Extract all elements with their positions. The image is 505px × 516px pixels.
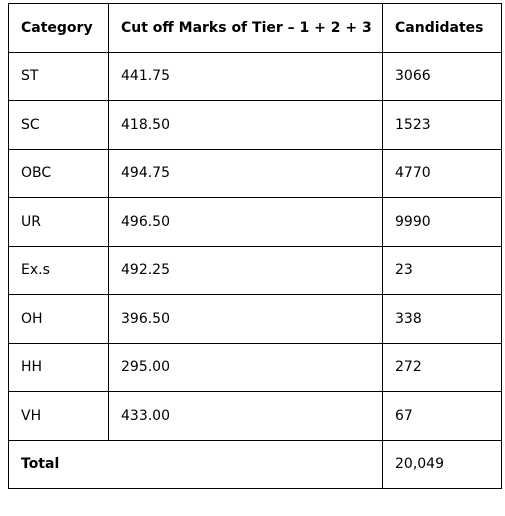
marks-cell: 396.50 [108,294,383,344]
total-label: Total [8,439,383,489]
table-row: HH 295.00 272 [8,342,502,392]
candidates-cell: 4770 [382,148,502,198]
category-cell: SC [8,100,109,150]
cutoff-table: Category Cut off Marks of Tier – 1 + 2 +… [8,3,502,489]
table-row: OH 396.50 338 [8,294,502,344]
candidates-cell: 1523 [382,100,502,150]
header-category: Category [8,3,109,53]
marks-cell: 496.50 [108,197,383,247]
category-cell: UR [8,197,109,247]
category-cell: HH [8,342,109,392]
marks-cell: 492.25 [108,245,383,295]
candidates-cell: 9990 [382,197,502,247]
marks-cell: 433.00 [108,391,383,441]
table-header-row: Category Cut off Marks of Tier – 1 + 2 +… [8,3,502,53]
table-row: SC 418.50 1523 [8,100,502,150]
table-row: ST 441.75 3066 [8,51,502,101]
table-row: Ex.s 492.25 23 [8,245,502,295]
category-cell: ST [8,51,109,101]
category-cell: OH [8,294,109,344]
category-cell: VH [8,391,109,441]
marks-cell: 295.00 [108,342,383,392]
candidates-cell: 338 [382,294,502,344]
marks-cell: 494.75 [108,148,383,198]
candidates-cell: 3066 [382,51,502,101]
header-cutoff-marks: Cut off Marks of Tier – 1 + 2 + 3 [108,3,383,53]
table-row: OBC 494.75 4770 [8,148,502,198]
table-row: VH 433.00 67 [8,391,502,441]
total-row: Total 20,049 [8,439,502,489]
table-row: UR 496.50 9990 [8,197,502,247]
marks-cell: 441.75 [108,51,383,101]
total-candidates: 20,049 [382,439,502,489]
category-cell: Ex.s [8,245,109,295]
candidates-cell: 272 [382,342,502,392]
category-cell: OBC [8,148,109,198]
candidates-cell: 67 [382,391,502,441]
header-candidates: Candidates [382,3,502,53]
candidates-cell: 23 [382,245,502,295]
marks-cell: 418.50 [108,100,383,150]
